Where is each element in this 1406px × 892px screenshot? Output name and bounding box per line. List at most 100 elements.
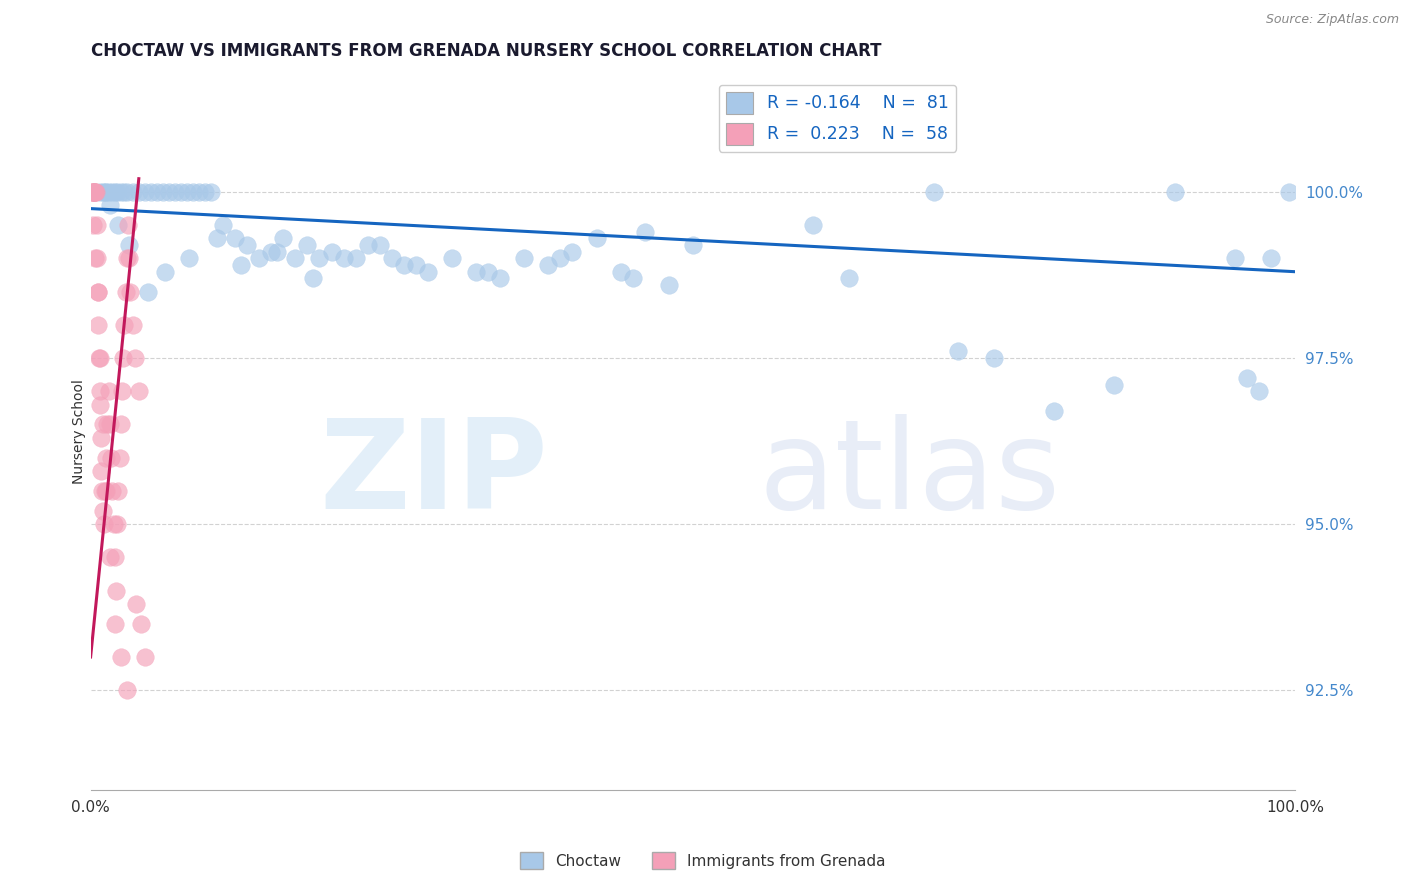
Legend: R = -0.164    N =  81, R =  0.223    N =  58: R = -0.164 N = 81, R = 0.223 N = 58 — [718, 85, 956, 152]
Point — [96, 450, 118, 465]
Point — [97, 384, 120, 399]
Point — [118, 238, 141, 252]
Point — [89, 384, 111, 399]
Point — [118, 252, 141, 266]
Point — [121, 185, 143, 199]
Point — [157, 185, 180, 199]
Point — [82, 185, 104, 199]
Point — [477, 265, 499, 279]
Point — [96, 483, 118, 498]
Point — [89, 398, 111, 412]
Point — [91, 185, 114, 199]
Point — [82, 185, 104, 199]
Point — [128, 185, 150, 199]
Point — [90, 464, 112, 478]
Point — [205, 231, 228, 245]
Point — [121, 318, 143, 332]
Legend: Choctaw, Immigrants from Grenada: Choctaw, Immigrants from Grenada — [515, 846, 891, 875]
Point — [801, 218, 824, 232]
Point — [91, 483, 114, 498]
Text: atlas: atlas — [759, 414, 1060, 534]
Point — [561, 244, 583, 259]
Point — [104, 583, 127, 598]
Point — [231, 258, 253, 272]
Point — [87, 351, 110, 365]
Point — [163, 185, 186, 199]
Point — [176, 185, 198, 199]
Point — [98, 198, 121, 212]
Point — [1260, 252, 1282, 266]
Text: CHOCTAW VS IMMIGRANTS FROM GRENADA NURSERY SCHOOL CORRELATION CHART: CHOCTAW VS IMMIGRANTS FROM GRENADA NURSE… — [90, 42, 882, 60]
Point — [105, 517, 128, 532]
Point — [946, 344, 969, 359]
Point — [146, 185, 169, 199]
Point — [381, 252, 404, 266]
Point — [682, 238, 704, 252]
Point — [125, 597, 148, 611]
Point — [91, 417, 114, 432]
Point — [392, 258, 415, 272]
Point — [170, 185, 193, 199]
Point — [93, 517, 115, 532]
Point — [104, 616, 127, 631]
Point — [120, 285, 142, 299]
Point — [440, 252, 463, 266]
Point — [98, 550, 121, 565]
Point — [98, 417, 121, 432]
Point — [128, 384, 150, 399]
Point — [465, 265, 488, 279]
Point — [513, 252, 536, 266]
Point — [368, 238, 391, 252]
Point — [107, 483, 129, 498]
Point — [84, 185, 107, 199]
Point — [84, 185, 107, 199]
Point — [138, 285, 160, 299]
Point — [344, 252, 367, 266]
Point — [104, 550, 127, 565]
Point — [537, 258, 560, 272]
Point — [101, 483, 124, 498]
Point — [200, 185, 222, 199]
Point — [104, 185, 127, 199]
Point — [83, 185, 105, 199]
Point — [108, 450, 131, 465]
Point — [634, 225, 657, 239]
Point — [87, 285, 110, 299]
Point — [179, 252, 201, 266]
Point — [416, 265, 439, 279]
Point — [922, 185, 945, 199]
Point — [194, 185, 217, 199]
Point — [1223, 252, 1246, 266]
Point — [83, 185, 105, 199]
Point — [110, 417, 132, 432]
Point — [110, 650, 132, 665]
Point — [89, 185, 111, 199]
Point — [87, 285, 110, 299]
Point — [105, 185, 128, 199]
Point — [139, 185, 162, 199]
Point — [212, 218, 235, 232]
Point — [152, 185, 174, 199]
Point — [94, 185, 117, 199]
Point — [97, 185, 120, 199]
Point — [1043, 404, 1066, 418]
Point — [86, 218, 108, 232]
Point — [273, 231, 295, 245]
Point — [181, 185, 204, 199]
Point — [101, 185, 124, 199]
Point — [89, 351, 111, 365]
Point — [129, 616, 152, 631]
Point — [284, 252, 307, 266]
Point — [112, 318, 135, 332]
Point — [134, 650, 156, 665]
Point — [405, 258, 427, 272]
Point — [983, 351, 1005, 365]
Point — [110, 185, 132, 199]
Point — [297, 238, 319, 252]
Point — [115, 185, 138, 199]
Point — [260, 244, 283, 259]
Point — [1163, 185, 1185, 199]
Point — [609, 265, 631, 279]
Point — [103, 517, 125, 532]
Point — [86, 252, 108, 266]
